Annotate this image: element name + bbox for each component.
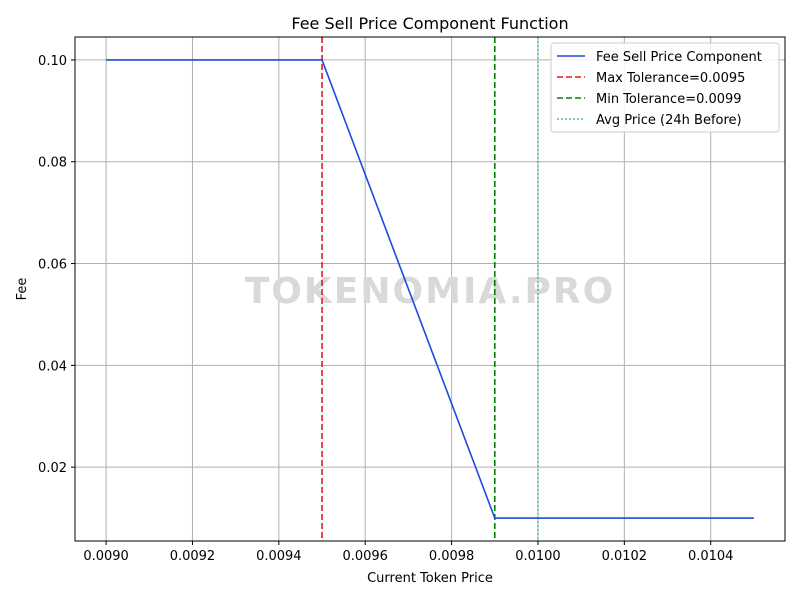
y-tick-label: 0.04 xyxy=(38,359,67,374)
watermark-text: TOKENOMIA.PRO xyxy=(245,271,616,312)
x-tick-label: 0.0098 xyxy=(429,549,475,564)
series-lines xyxy=(106,59,754,519)
plot-frame xyxy=(74,36,786,542)
chart-title: Fee Sell Price Component Function xyxy=(291,14,568,33)
legend-box xyxy=(550,42,780,133)
x-axis-label: Current Token Price xyxy=(367,571,493,586)
x-ticks: 0.0090 0.0092 0.0094 0.0096 0.0098 0.0100 0.01… xyxy=(83,541,733,564)
x-tick-label: 0.0094 xyxy=(256,549,302,564)
x-tick-label: 0.0102 xyxy=(602,549,648,564)
y-ticks: 0.02 0.04 0.06 0.08 0.10 xyxy=(38,54,75,476)
legend-label: Min Tolerance=0.0099 xyxy=(596,92,742,107)
y-axis-label: Fee xyxy=(15,278,30,301)
x-tick-label: 0.0100 xyxy=(515,549,561,564)
y-tick-label: 0.02 xyxy=(38,461,67,476)
legend-label: Max Tolerance=0.0095 xyxy=(596,71,745,86)
legend-label: Fee Sell Price Component xyxy=(596,50,762,65)
x-tick-label: 0.0090 xyxy=(83,549,129,564)
x-tick-label: 0.0104 xyxy=(688,549,734,564)
vertical-lines xyxy=(321,37,539,541)
x-tick-label: 0.0096 xyxy=(342,549,388,564)
series-line-fee-sell-price-component xyxy=(106,59,754,519)
y-tick-label: 0.10 xyxy=(38,54,67,69)
legend: Fee Sell Price Component Max Tolerance=0.… xyxy=(550,42,780,133)
y-tick-label: 0.06 xyxy=(38,258,67,273)
x-tick-label: 0.0092 xyxy=(170,549,216,564)
y-tick-label: 0.08 xyxy=(38,156,67,171)
legend-label: Avg Price (24h Before) xyxy=(596,113,742,128)
